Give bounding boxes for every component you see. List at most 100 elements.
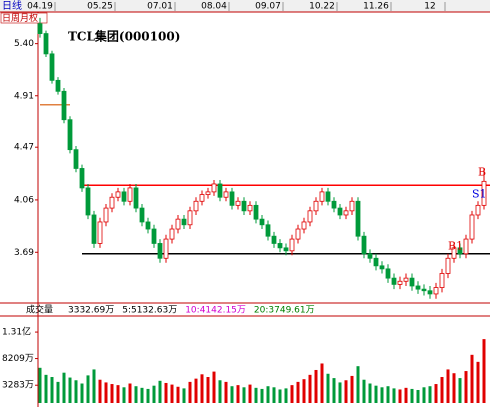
volume-bar <box>194 378 198 403</box>
candle-body <box>277 243 283 249</box>
volume-bar <box>68 377 72 403</box>
candle-body <box>307 210 313 223</box>
volume-bar <box>86 375 90 403</box>
candle-body <box>355 200 361 237</box>
candle-body <box>55 79 61 92</box>
candle-body <box>133 187 139 209</box>
volume-bar <box>458 378 462 403</box>
volume-ma-label: 5:5132.63万 <box>122 306 177 316</box>
volume-bar <box>56 381 60 403</box>
volume-bar <box>242 387 246 403</box>
volume-bar <box>362 379 366 403</box>
candle-body <box>229 191 235 206</box>
volume-bar <box>80 383 84 403</box>
candle-body <box>421 288 427 292</box>
volume-bar <box>260 388 264 403</box>
candle-body <box>439 273 445 288</box>
volume-bar <box>332 378 336 403</box>
candle-body <box>463 238 469 255</box>
y-tick-label: 4.06 <box>14 195 34 205</box>
volume-bar <box>410 388 414 403</box>
candle-body <box>349 200 355 212</box>
x-tick-label: 05.25 <box>87 2 113 12</box>
volume-bar <box>116 385 120 403</box>
candle-body <box>169 228 175 240</box>
period-label[interactable]: 日线 <box>2 0 22 12</box>
volume-bar <box>434 384 438 403</box>
candle-body <box>253 204 259 220</box>
volume-bar <box>308 374 312 403</box>
candle-body <box>385 268 391 279</box>
candle-body <box>391 277 397 285</box>
candle-body <box>343 210 349 216</box>
volume-bar <box>128 383 132 403</box>
candle-body <box>61 90 67 121</box>
candle-body <box>211 183 217 193</box>
volume-tick-label: 8209万 <box>2 354 34 364</box>
candle-body <box>283 247 289 252</box>
candle-body <box>49 53 55 81</box>
candle-body <box>313 200 319 212</box>
candle-body <box>415 285 421 290</box>
volume-bar <box>98 379 102 403</box>
candle-body <box>319 191 325 202</box>
candle-body <box>403 277 409 282</box>
volume-bar <box>140 387 144 403</box>
volume-tick-label: 3283万 <box>2 381 34 391</box>
candle-body <box>121 191 127 202</box>
volume-bar <box>158 380 162 403</box>
volume-bar <box>206 377 210 403</box>
volume-bar <box>314 369 318 403</box>
volume-bar <box>386 386 390 403</box>
volume-label: 成交量 <box>26 304 53 316</box>
candle-body <box>199 194 205 202</box>
volume-bar <box>446 369 450 403</box>
candle-body <box>295 228 301 240</box>
candle-body <box>433 287 439 295</box>
candle-body <box>325 191 331 202</box>
candle-body <box>43 33 49 55</box>
candle-body <box>79 168 85 189</box>
volume-bar <box>476 361 480 403</box>
chart-title: TCL集团(000100) <box>68 29 180 44</box>
candle-body <box>301 221 307 230</box>
volume-bar <box>92 369 96 403</box>
volume-bar <box>302 379 306 403</box>
annotation: B1 <box>448 239 463 252</box>
candle-body <box>241 200 247 212</box>
volume-bar <box>380 387 384 403</box>
volume-bar <box>62 372 66 403</box>
candle-body <box>175 218 181 230</box>
volume-bar <box>344 380 348 403</box>
candle-body <box>367 253 373 259</box>
candle-body <box>481 180 487 206</box>
volume-bar <box>224 381 228 403</box>
candle-body <box>289 238 295 252</box>
period-buttons-box <box>0 12 48 24</box>
volume-ma-label: 3332.69万 <box>68 306 114 316</box>
candle-body <box>217 183 223 198</box>
volume-bar <box>74 380 78 403</box>
candle-body <box>409 277 415 287</box>
candle-body <box>193 200 199 212</box>
candle-body <box>361 235 367 255</box>
volume-bar <box>482 339 486 403</box>
candle-body <box>157 243 163 259</box>
volume-bar <box>404 387 408 403</box>
candle-body <box>259 218 265 226</box>
volume-bar <box>290 385 294 403</box>
candle-body <box>451 247 457 259</box>
volume-bar <box>416 390 420 403</box>
volume-bar <box>146 388 150 403</box>
volume-bar <box>38 367 42 403</box>
volume-bar <box>44 374 48 403</box>
period-buttons[interactable]: 日周月权 <box>2 12 38 24</box>
volume-bar <box>182 388 186 403</box>
volume-bar <box>374 385 378 403</box>
y-tick-label: 3.69 <box>14 248 34 258</box>
candle-body <box>469 214 475 240</box>
volume-bar <box>248 384 252 403</box>
candle-body <box>397 280 403 285</box>
candle-body <box>115 191 121 198</box>
